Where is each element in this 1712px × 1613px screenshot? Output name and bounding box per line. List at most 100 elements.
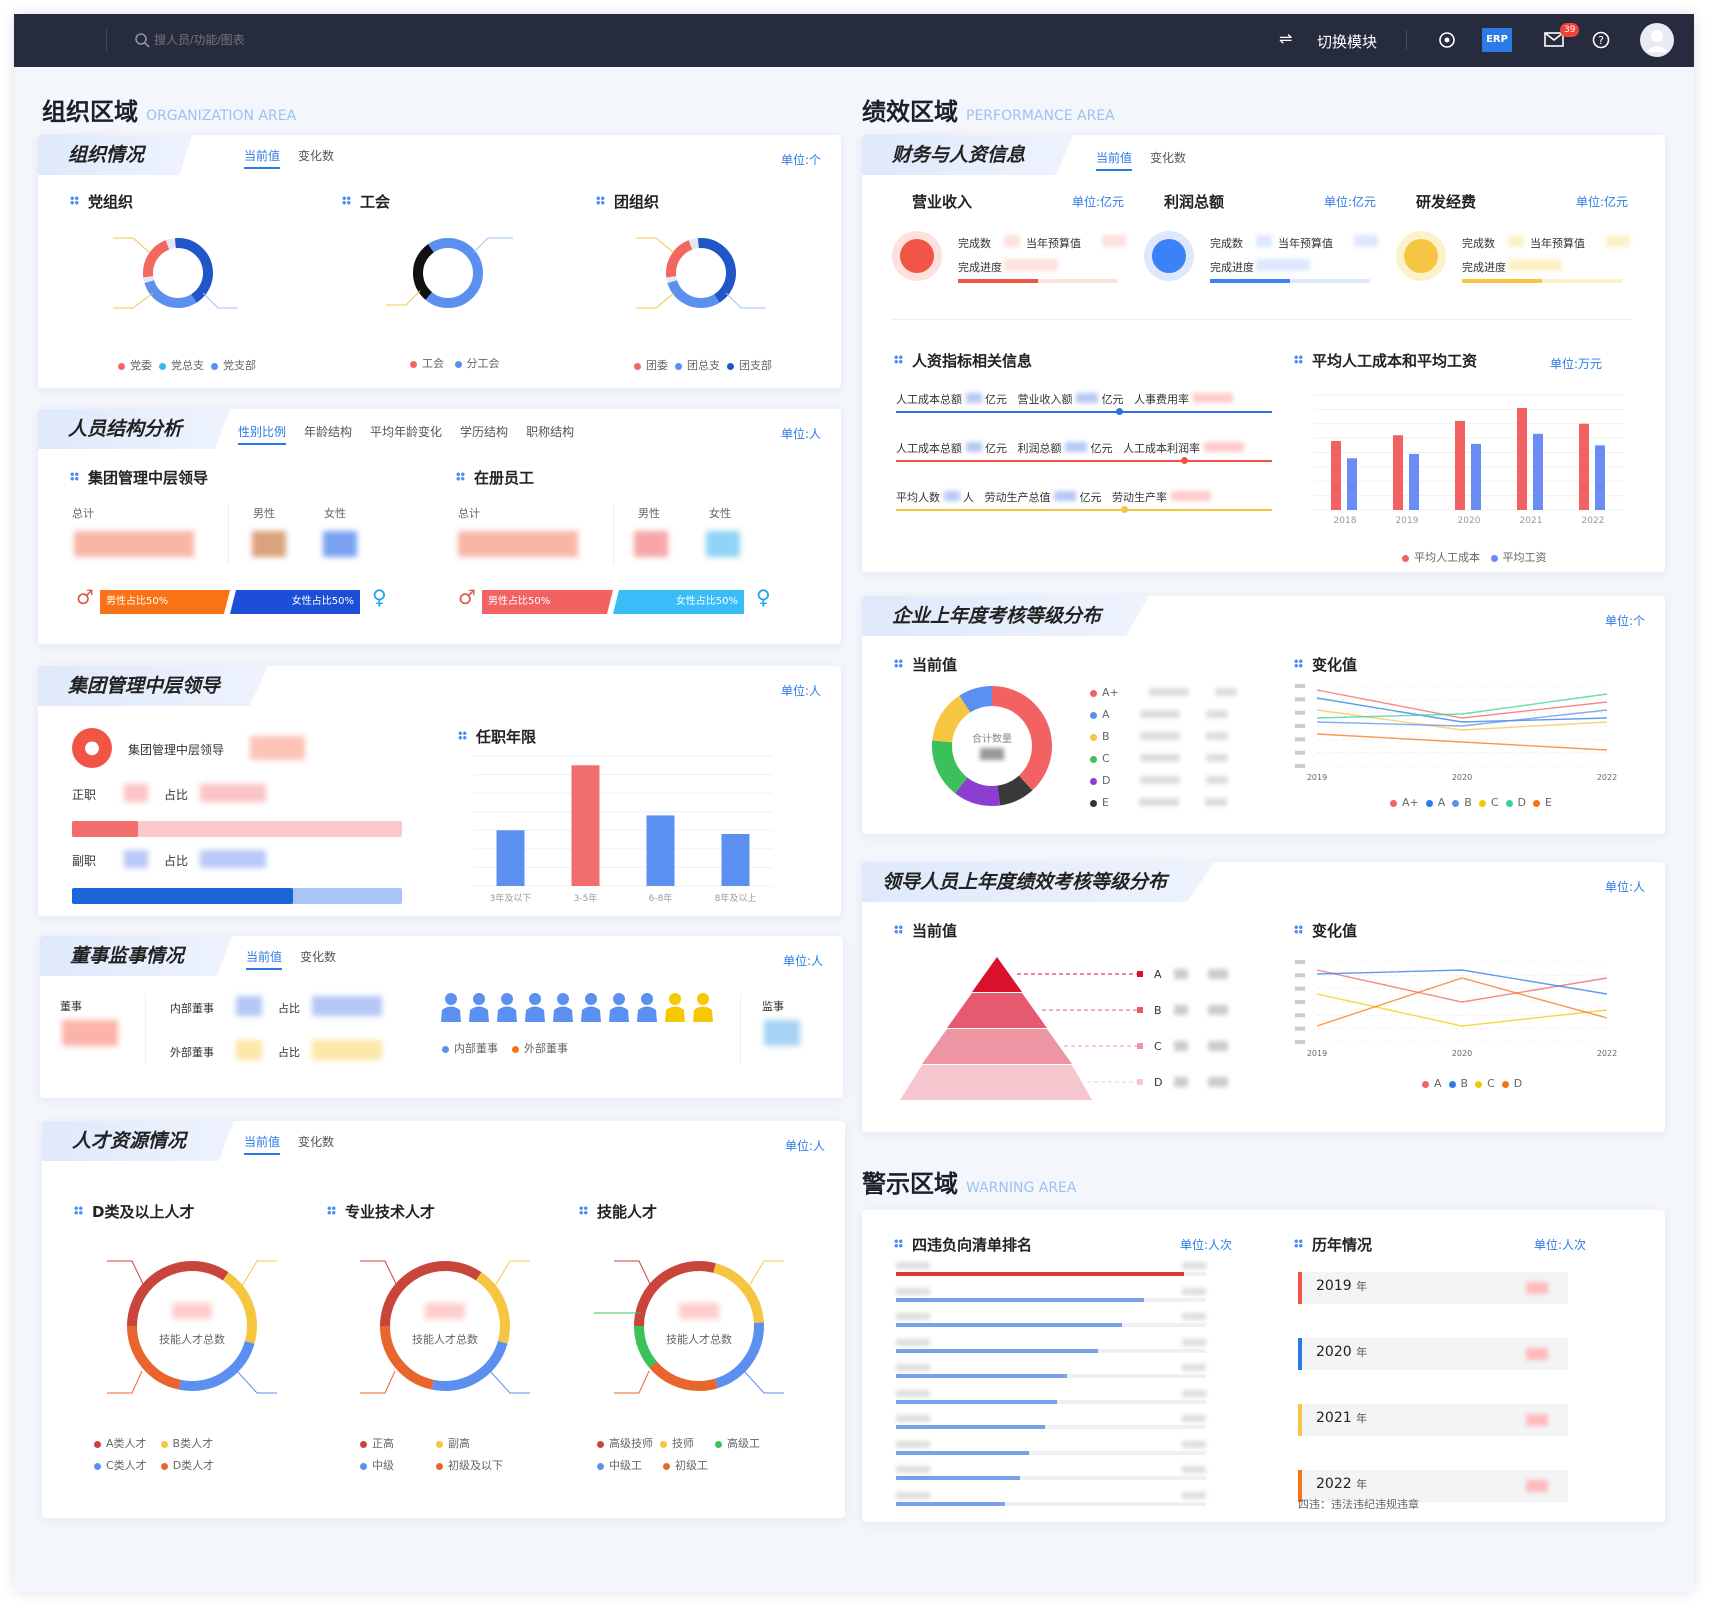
tab-avg-age[interactable]: 平均年龄变化	[370, 425, 443, 439]
kpi-unit: 单位:亿元	[1576, 195, 1629, 209]
series-line	[1316, 693, 1608, 719]
kpi-unit: 单位:亿元	[1324, 195, 1377, 209]
progress-label: 完成进度	[1210, 261, 1254, 274]
grade-legend-item: A	[1090, 704, 1237, 726]
director-icon	[496, 992, 518, 1026]
talent-d-legend: A类人才 B类人才 C类人才 D类人才	[94, 1433, 274, 1477]
wage-bar	[1393, 435, 1403, 510]
board-tabs: 当前值 变化数	[246, 948, 354, 970]
fu-label: 副职	[72, 854, 97, 868]
settings-icon[interactable]	[1438, 31, 1456, 49]
rank-bar	[896, 1399, 1206, 1404]
tab-current[interactable]: 当前值	[244, 1133, 281, 1155]
mail-icon[interactable]	[1544, 32, 1564, 48]
kpi-progress	[1210, 279, 1370, 283]
wage-tick: 2022	[1582, 516, 1605, 526]
people-card: 人员结构分析 性别比例 年龄结构 平均年龄变化 学历结构 职称结构 单位:人 集团管理中…	[38, 409, 841, 644]
svg-text:D: D	[1154, 1076, 1162, 1089]
talent-pro-title: 专业技术人才	[327, 1201, 435, 1222]
tab-current[interactable]: 当前值	[246, 948, 283, 970]
help-icon[interactable]: ?	[1592, 31, 1610, 49]
svg-text:技能人才总数: 技能人才总数	[412, 1332, 478, 1346]
lead-pyramid: A B C D	[900, 957, 1228, 1100]
leader-icon: ●	[72, 728, 112, 768]
hist-title: 历年情况	[1294, 1234, 1372, 1255]
search-input[interactable]	[154, 29, 354, 51]
total-label: 总计	[458, 507, 480, 520]
erp-icon[interactable]: ERP	[1482, 28, 1512, 52]
hr-title: 人资指标相关信息	[894, 350, 1032, 371]
card-title: 董事监事情况	[40, 936, 233, 976]
tab-age[interactable]: 年龄结构	[304, 425, 353, 439]
series-line	[1316, 709, 1608, 727]
switch-icon[interactable]: ⇌	[1279, 29, 1293, 48]
wage-chart: 2018 2019 2020 2021 2022	[1314, 394, 1624, 526]
talent-d-title: D类及以上人才	[74, 1201, 194, 1222]
svg-text:2020: 2020	[1452, 1049, 1472, 1058]
tab-change[interactable]: 变化数	[298, 149, 335, 163]
card-title: 领导人员上年度绩效考核等级分布	[862, 862, 1216, 902]
budget-label: 当年预算值	[1026, 237, 1081, 250]
ratio-label: 占比	[164, 788, 189, 802]
female-icon: ♀	[372, 585, 387, 609]
rank-bar	[896, 1501, 1206, 1506]
svg-text:A: A	[1154, 968, 1162, 981]
kpi-title: 利润总额	[1164, 193, 1225, 211]
wage-title: 平均人工成本和平均工资	[1294, 350, 1477, 371]
unit-label: 单位:人	[1604, 880, 1645, 894]
director-icon	[524, 992, 546, 1026]
kpi-title: 研发经费	[1416, 193, 1477, 211]
warn-section-title: 警示区域 WARNING AREA	[862, 1170, 1077, 1198]
lead-line-legend: A B C D	[1422, 1077, 1529, 1090]
tab-current[interactable]: 当前值	[244, 147, 281, 169]
right-title: 在册员工	[456, 467, 534, 488]
rank-bar	[896, 1323, 1206, 1327]
talent-pro-donut: 技能人才总数	[360, 1260, 530, 1394]
tab-change[interactable]: 变化数	[1150, 151, 1187, 165]
hr-slider	[896, 506, 1272, 513]
avatar[interactable]	[1640, 23, 1674, 57]
tab-gender[interactable]: 性别比例	[238, 423, 287, 445]
board-card: 董事监事情况 当前值 变化数 单位:人 董事 内部董事 占比 外部董事 占比 内部…	[40, 936, 843, 1098]
tab-change[interactable]: 变化数	[298, 1135, 335, 1149]
wage-bar	[1409, 453, 1419, 510]
female-icon: ♀	[756, 585, 771, 609]
female-value-blur	[323, 531, 357, 557]
rank-bar	[896, 1272, 1206, 1276]
wage-tick: 2019	[1396, 516, 1419, 526]
kpi-icon	[892, 231, 942, 281]
league-title: 团组织	[596, 191, 659, 212]
grade-legend: A+ A B C D E	[1090, 682, 1237, 814]
tab-change[interactable]: 变化数	[300, 950, 337, 964]
kpi-unit: 单位:亿元	[1072, 195, 1125, 209]
divider	[106, 29, 107, 51]
card-title: 集团管理中层领导	[38, 666, 269, 706]
party-donut	[113, 237, 238, 309]
tab-edu[interactable]: 学历结构	[460, 425, 509, 439]
lead-line-chart: 2019 2020 2022	[1295, 960, 1617, 1058]
female-label: 女性	[324, 507, 346, 520]
history-row: 2019 年	[1298, 1272, 1568, 1304]
rank-title: 四违负向清单排名	[894, 1234, 1032, 1255]
org-card: 组织情况 当前值 变化数 单位:个 党组织 工会 团组织 党委 党总支 党支部 工…	[38, 135, 841, 388]
warn-card: 四违负向清单排名 单位:人次 历年情况 单位:人次 2019 年 2020 年 20…	[862, 1210, 1665, 1522]
wage-bar	[1471, 443, 1481, 510]
tenure-chart: 3年及以下 3-5年 6-8年 8年及以上	[473, 755, 773, 904]
series-line	[1316, 977, 1608, 1027]
progress-label: 完成进度	[958, 261, 1002, 274]
switch-module-button[interactable]: 切换模块	[1317, 33, 1378, 51]
unit-label: 单位:人	[782, 954, 823, 968]
tab-current[interactable]: 当前值	[1096, 149, 1133, 171]
kpi-icon	[1144, 231, 1194, 281]
budget-label: 当年预算值	[1530, 237, 1585, 250]
svg-text:2019: 2019	[1307, 773, 1327, 782]
tab-title[interactable]: 职称结构	[526, 425, 575, 439]
progress-label: 完成进度	[1462, 261, 1506, 274]
rank-bar	[896, 1297, 1206, 1302]
top-bar: ⇌ 切换模块 ERP 39 ?	[14, 14, 1694, 67]
unit-label: 单位:人	[780, 684, 821, 698]
search-icon[interactable]	[134, 32, 150, 48]
party-title: 党组织	[70, 191, 133, 212]
unit-label: 单位:个	[780, 153, 821, 167]
wage-tick: 2021	[1520, 516, 1543, 526]
